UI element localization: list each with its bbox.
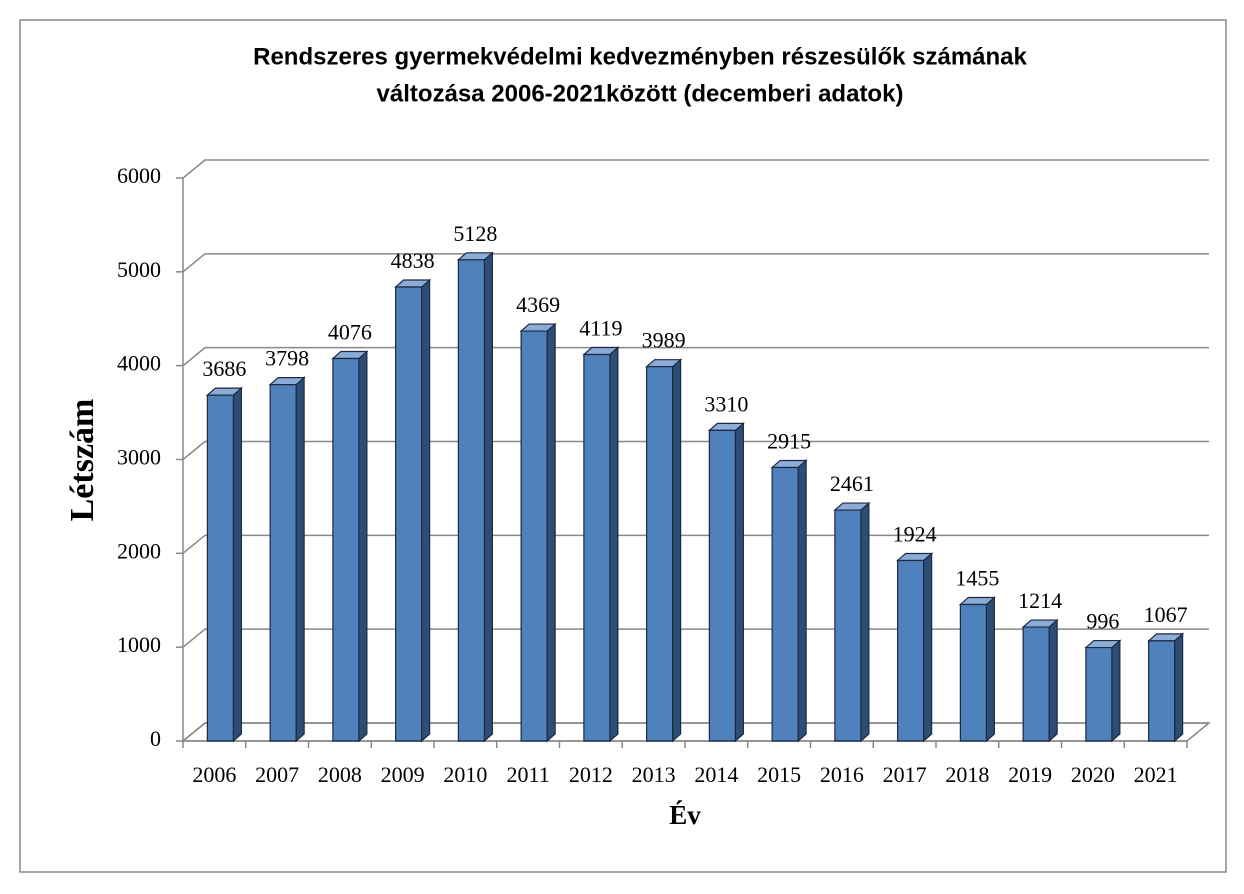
y-tick-label: 0 — [150, 726, 161, 751]
y-tick-label: 3000 — [117, 445, 161, 470]
value-label: 3310 — [704, 391, 748, 416]
bar-side — [232, 386, 242, 743]
grid-line — [182, 346, 1209, 367]
x-tick-label: 2019 — [1008, 762, 1052, 787]
value-label: 1924 — [893, 522, 937, 547]
bar — [770, 459, 808, 743]
value-label: 4119 — [579, 316, 622, 341]
grid-line — [182, 534, 1209, 554]
x-tick-label: 2007 — [255, 762, 299, 787]
x-tick-label: 2015 — [757, 762, 801, 787]
x-tick-label: 2011 — [507, 762, 550, 787]
bar — [456, 251, 494, 743]
bar-front — [708, 429, 736, 742]
bar — [1084, 639, 1122, 743]
x-tick-label: 2017 — [883, 762, 927, 787]
x-tick-label: 2009 — [381, 762, 425, 787]
y-axis-label: Létszám — [64, 399, 101, 522]
bar-side — [672, 358, 682, 743]
x-tick-label: 2008 — [318, 762, 362, 787]
x-tick-label: 2012 — [569, 762, 613, 787]
grid-line — [182, 159, 1209, 179]
x-tick-label: 2020 — [1071, 762, 1115, 787]
chart-title: változása 2006-2021között (decemberi ada… — [377, 80, 904, 107]
value-label: 4076 — [328, 320, 372, 345]
bar-front — [583, 353, 611, 742]
y-tick-label: 2000 — [117, 538, 161, 563]
bar-front — [834, 509, 862, 742]
bar-front — [520, 330, 548, 742]
value-label: 1455 — [955, 566, 999, 591]
bar-side — [358, 350, 368, 743]
bar-side — [546, 322, 556, 743]
bar — [1021, 618, 1059, 743]
bar-side — [860, 501, 870, 743]
x-tick-label: 2021 — [1134, 762, 1178, 787]
bar-side — [1048, 618, 1058, 743]
x-tick-label: 2013 — [632, 762, 676, 787]
bar — [645, 358, 683, 743]
bar — [958, 596, 996, 743]
bar-side — [1174, 632, 1184, 743]
bar-side — [734, 422, 744, 743]
bar-front — [332, 357, 360, 742]
bar — [331, 350, 369, 743]
bar — [833, 501, 871, 743]
chart-title: Rendszeres gyermekvédelmi kedvezményben … — [253, 43, 1027, 70]
value-label: 3798 — [265, 346, 309, 371]
bar — [1147, 632, 1185, 743]
bar-front — [1085, 646, 1113, 742]
bar-front — [269, 384, 297, 742]
bar — [582, 346, 620, 743]
bar-front — [395, 286, 423, 742]
bar-side — [1111, 639, 1121, 743]
value-label: 3686 — [202, 356, 246, 381]
x-tick-label: 2010 — [443, 762, 487, 787]
bar-side — [797, 459, 807, 743]
bar-front — [897, 559, 925, 742]
y-tick-label: 6000 — [117, 163, 161, 188]
value-label: 2915 — [767, 429, 811, 454]
value-label: 3989 — [642, 328, 686, 353]
grid-line — [182, 722, 1209, 742]
x-tick-label: 2016 — [820, 762, 864, 787]
x-tick-label: 2014 — [694, 762, 738, 787]
grid-line — [182, 440, 1209, 461]
bar — [268, 376, 306, 743]
value-label: 996 — [1086, 609, 1119, 634]
value-label: 4838 — [391, 248, 435, 273]
bar-side — [483, 251, 493, 743]
grid-line — [182, 628, 1209, 648]
bar — [394, 278, 432, 743]
value-label: 1067 — [1144, 602, 1188, 627]
y-tick-label: 1000 — [117, 632, 161, 657]
bar-front — [959, 603, 987, 742]
value-label: 2461 — [830, 471, 874, 496]
value-label: 5128 — [453, 221, 497, 246]
bar — [205, 386, 243, 743]
value-label: 1214 — [1018, 588, 1062, 613]
bar-side — [421, 278, 431, 743]
bar-front — [457, 259, 485, 742]
bar-side — [923, 552, 933, 743]
bar — [896, 552, 934, 743]
x-tick-label: 2018 — [945, 762, 989, 787]
bar-side — [609, 346, 619, 743]
bar-side — [295, 376, 305, 743]
bar — [519, 322, 557, 743]
x-tick-label: 2006 — [192, 762, 236, 787]
y-tick-label: 4000 — [117, 351, 161, 376]
x-axis-label: Év — [669, 800, 701, 830]
bar-front — [206, 394, 234, 742]
value-label: 4369 — [516, 292, 560, 317]
bar-side — [985, 596, 995, 743]
y-tick-label: 5000 — [117, 257, 161, 282]
bar-front — [1148, 640, 1176, 742]
bar-front — [646, 366, 674, 742]
grid-line — [182, 253, 1209, 273]
bar-front — [1022, 626, 1050, 742]
bar-front — [771, 466, 799, 742]
bar — [707, 422, 745, 743]
